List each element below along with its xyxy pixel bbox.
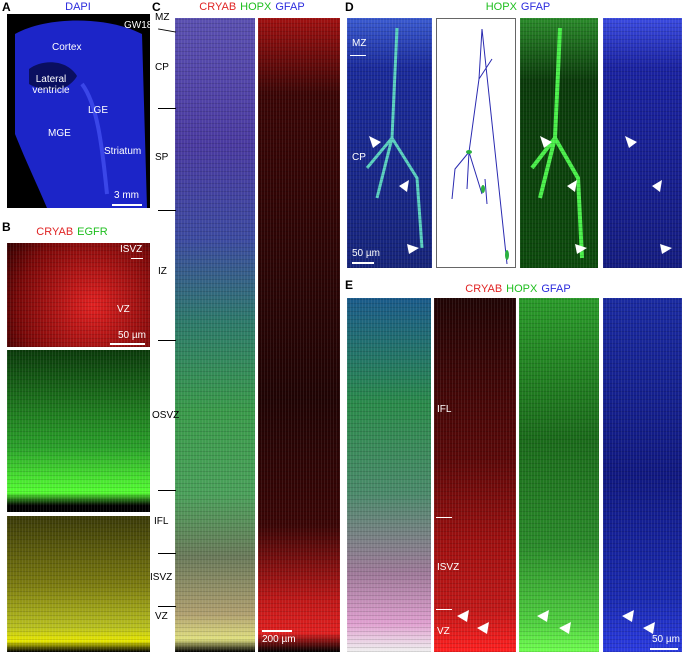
channel: DAPI: [65, 1, 91, 13]
layer-boundary: [158, 490, 176, 491]
channel: CRYAB: [36, 226, 74, 238]
gfap-image: [603, 298, 682, 652]
scale-bar: [110, 343, 145, 345]
panel-title: DAPI: [65, 1, 91, 13]
layer-label: ISVZ: [150, 572, 173, 583]
layer-label: CP: [155, 62, 169, 73]
scale-bar: [650, 648, 678, 650]
hopx-image: [519, 298, 599, 652]
label: ISVZ: [120, 244, 143, 255]
merge-image: [347, 298, 431, 652]
scale-label: 200 µm: [262, 634, 296, 645]
layer-label: VZ: [155, 611, 168, 622]
brain-section: [15, 20, 147, 208]
layer-label: MZ: [352, 38, 367, 49]
scale-label: 50 µm: [652, 634, 680, 645]
layer-label: ISVZ: [437, 562, 460, 573]
boundary: [436, 517, 452, 518]
layer-label: VZ: [437, 626, 450, 637]
channel: GFAP: [520, 1, 551, 13]
channel: EGFR: [77, 226, 108, 238]
layer-label: IFL: [437, 404, 452, 415]
boundary: [350, 55, 366, 56]
panel-title: CRYAB HOPX GFAP: [199, 1, 304, 13]
label: MGE: [48, 128, 71, 139]
panel-letter: B: [2, 220, 11, 234]
boundary: [436, 609, 452, 610]
panel-letter: E: [345, 278, 354, 292]
layer-label: IZ: [158, 266, 167, 277]
cryab-image: [7, 243, 150, 347]
channel: GFAP: [275, 1, 305, 13]
label: VZ: [117, 304, 130, 315]
merge-image: [175, 18, 255, 652]
scale-bar: [112, 204, 142, 206]
hopx-image: [520, 18, 598, 268]
channel: HOPX: [506, 283, 538, 295]
layer-boundary: [158, 28, 176, 33]
dapi-image: [7, 14, 150, 208]
panel-letter: D: [345, 0, 354, 14]
label: LGE: [88, 105, 109, 116]
layer-boundary: [158, 340, 176, 341]
layer-label: MZ: [155, 12, 170, 23]
arrowheads: [369, 136, 672, 254]
panel-title: CRYAB HOPX GFAP: [465, 283, 570, 295]
scale-label: 3 mm: [114, 190, 139, 201]
tracing: [436, 18, 516, 268]
layer-label: CP: [352, 152, 366, 163]
layer-boundary: [158, 108, 176, 109]
layer-boundary: [158, 553, 176, 554]
scale-label: 50 µm: [118, 330, 146, 341]
panel-letter: A: [2, 0, 11, 14]
channel: CRYAB: [465, 283, 503, 295]
panel-title: CRYAB EGFR: [36, 226, 107, 238]
channel: HOPX: [485, 1, 517, 13]
channel: GFAP: [541, 283, 571, 295]
cryab-image: [434, 298, 516, 652]
channel: CRYAB: [199, 1, 237, 13]
layer-boundary: [158, 606, 176, 607]
gfap-image: [603, 18, 682, 268]
merge-image: [7, 516, 150, 652]
channel: HOPX: [240, 1, 272, 13]
cryab-image: [258, 18, 340, 652]
layer-label: OSVZ: [152, 410, 180, 421]
scale-bar: [262, 630, 292, 632]
panel-letter: C: [152, 0, 161, 14]
boundary: [131, 258, 143, 259]
layer-label: SP: [155, 152, 169, 163]
layer-label: IFL: [154, 516, 169, 527]
merge-image: [347, 18, 432, 268]
egfr-image: [7, 350, 150, 512]
label: Lateral ventricle: [32, 74, 70, 96]
label: Cortex: [52, 42, 82, 53]
layer-boundary: [158, 210, 176, 211]
scale-label: 50 µm: [352, 248, 380, 259]
cell-tracing: [451, 28, 509, 265]
panel-title: HOPX GFAP: [486, 1, 551, 13]
scale-bar: [352, 262, 374, 264]
label: GW18: [124, 20, 153, 31]
arrowheads: [457, 610, 655, 634]
label: Striatum: [104, 146, 142, 157]
